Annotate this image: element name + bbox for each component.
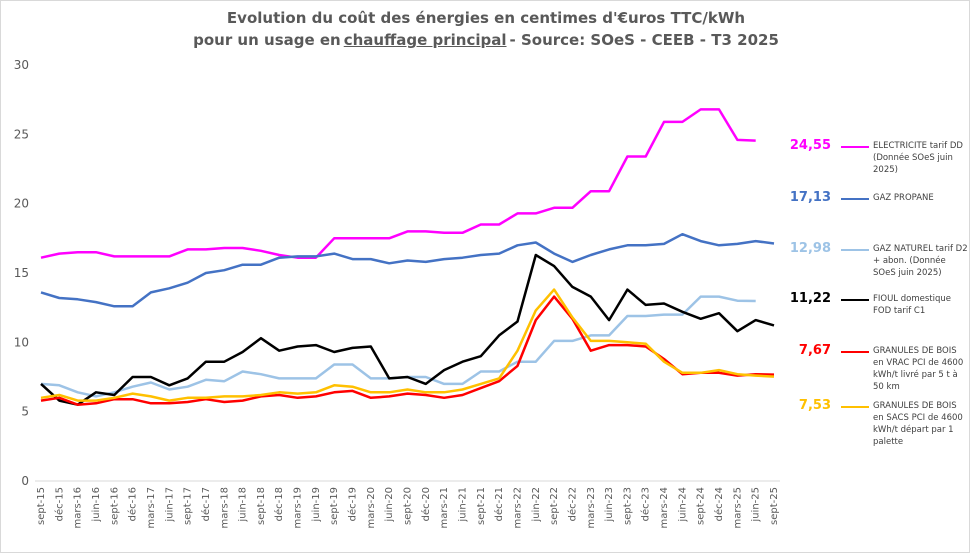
legend-label: ELECTRICITE tarif DD (Donnée SOeS juin 2…: [873, 141, 963, 175]
x-tick-label: sept-23: [622, 487, 633, 525]
x-tick-label: sept-18: [256, 487, 267, 525]
x-tick-label: sept-21: [476, 487, 487, 525]
x-tick-label: déc-15: [53, 487, 65, 521]
x-tick-label: mars-21: [439, 487, 450, 529]
y-tick-label: 15: [14, 266, 29, 280]
legend-swatch: [841, 249, 869, 251]
x-tick-label: sept-22: [549, 487, 560, 525]
legend-label: GAZ PROPANE: [873, 193, 934, 203]
x-tick-label: déc-18: [273, 487, 285, 521]
x-tick-label: juin-25: [751, 487, 762, 523]
x-tick-label: déc-19: [347, 487, 359, 521]
value-label: 11,22: [789, 291, 831, 306]
x-tick-label: déc-21: [493, 487, 505, 521]
value-label: 24,55: [789, 138, 831, 153]
x-tick-label: sept-20: [403, 487, 414, 525]
legend-label: GRANULES DE BOIS en SACS PCI de 4600 kWh…: [873, 401, 963, 447]
x-tick-label: déc-22: [566, 487, 578, 521]
x-tick-label: mars-25: [732, 487, 743, 529]
x-tick-label: sept-17: [183, 487, 194, 525]
x-tick-label: juin-17: [164, 487, 175, 523]
x-tick-label: déc-24: [713, 487, 725, 521]
x-tick-label: mars-23: [586, 487, 597, 529]
y-tick-label: 30: [14, 58, 29, 72]
x-tick-label: déc-17: [200, 487, 212, 521]
legend-swatch: [841, 146, 869, 148]
subtitle-part: chauffage principal: [343, 31, 507, 49]
value-label: 7,53: [798, 398, 831, 413]
y-tick-label: 25: [14, 127, 29, 141]
y-tick-label: 5: [21, 405, 29, 419]
legend-swatch: [841, 406, 869, 408]
chart-title: Evolution du coût des énergies en centim…: [226, 9, 746, 27]
series-line: [40, 253, 775, 406]
x-tick-label: juin-16: [91, 487, 102, 523]
legend-label: GRANULES DE BOIS en VRAC PCI de 4600 kWh…: [873, 346, 964, 392]
x-tick-label: sept-15: [36, 487, 47, 525]
y-tick-label: 10: [14, 335, 29, 349]
x-tick-label: juin-19: [311, 487, 322, 523]
x-tick-label: déc-20: [420, 487, 432, 521]
series-line: [40, 108, 756, 259]
legend-swatch: [841, 198, 869, 200]
x-tick-label: juin-21: [457, 487, 468, 523]
x-tick-label: juin-24: [677, 487, 688, 523]
x-tick-label: sept-19: [329, 487, 340, 525]
value-label: 17,13: [789, 190, 831, 205]
x-tick-label: juin-22: [531, 487, 542, 523]
subtitle-part: - Source: SOeS - CEEB - T3 2025: [509, 31, 779, 49]
x-tick-label: juin-23: [604, 487, 615, 523]
x-tick-label: juin-18: [238, 487, 249, 523]
y-tick-label: 0: [21, 474, 29, 488]
legend-swatch: [841, 351, 869, 353]
series-line: [40, 288, 775, 402]
y-tick-label: 20: [14, 197, 29, 211]
x-tick-label: sept-25: [769, 487, 780, 525]
subtitle-part: pour un usage en: [193, 31, 341, 49]
x-tick-label: mars-24: [659, 487, 670, 529]
x-tick-label: déc-23: [640, 487, 652, 521]
legend-label: GAZ NATUREL tarif D2 + abon. (Donnée SOe…: [873, 244, 968, 278]
legend-swatch: [841, 299, 869, 301]
x-tick-label: sept-24: [696, 487, 707, 525]
chart-subtitle: pour un usage en chauffage principal - Sou…: [1, 31, 969, 49]
value-label: 12,98: [789, 241, 831, 256]
x-tick-label: mars-19: [293, 487, 304, 529]
x-tick-label: mars-20: [366, 487, 377, 529]
value-label: 7,67: [798, 343, 831, 358]
x-tick-label: juin-20: [384, 487, 395, 523]
x-tick-label: mars-16: [73, 487, 84, 529]
x-tick-label: déc-16: [127, 487, 139, 521]
legend-label: FIOUL domestique FOD tarif C1: [873, 294, 951, 316]
x-tick-label: mars-18: [219, 487, 230, 529]
x-tick-label: mars-17: [146, 487, 157, 529]
series-line: [40, 232, 775, 308]
x-tick-label: sept-16: [109, 487, 120, 525]
x-tick-label: mars-22: [512, 487, 523, 529]
